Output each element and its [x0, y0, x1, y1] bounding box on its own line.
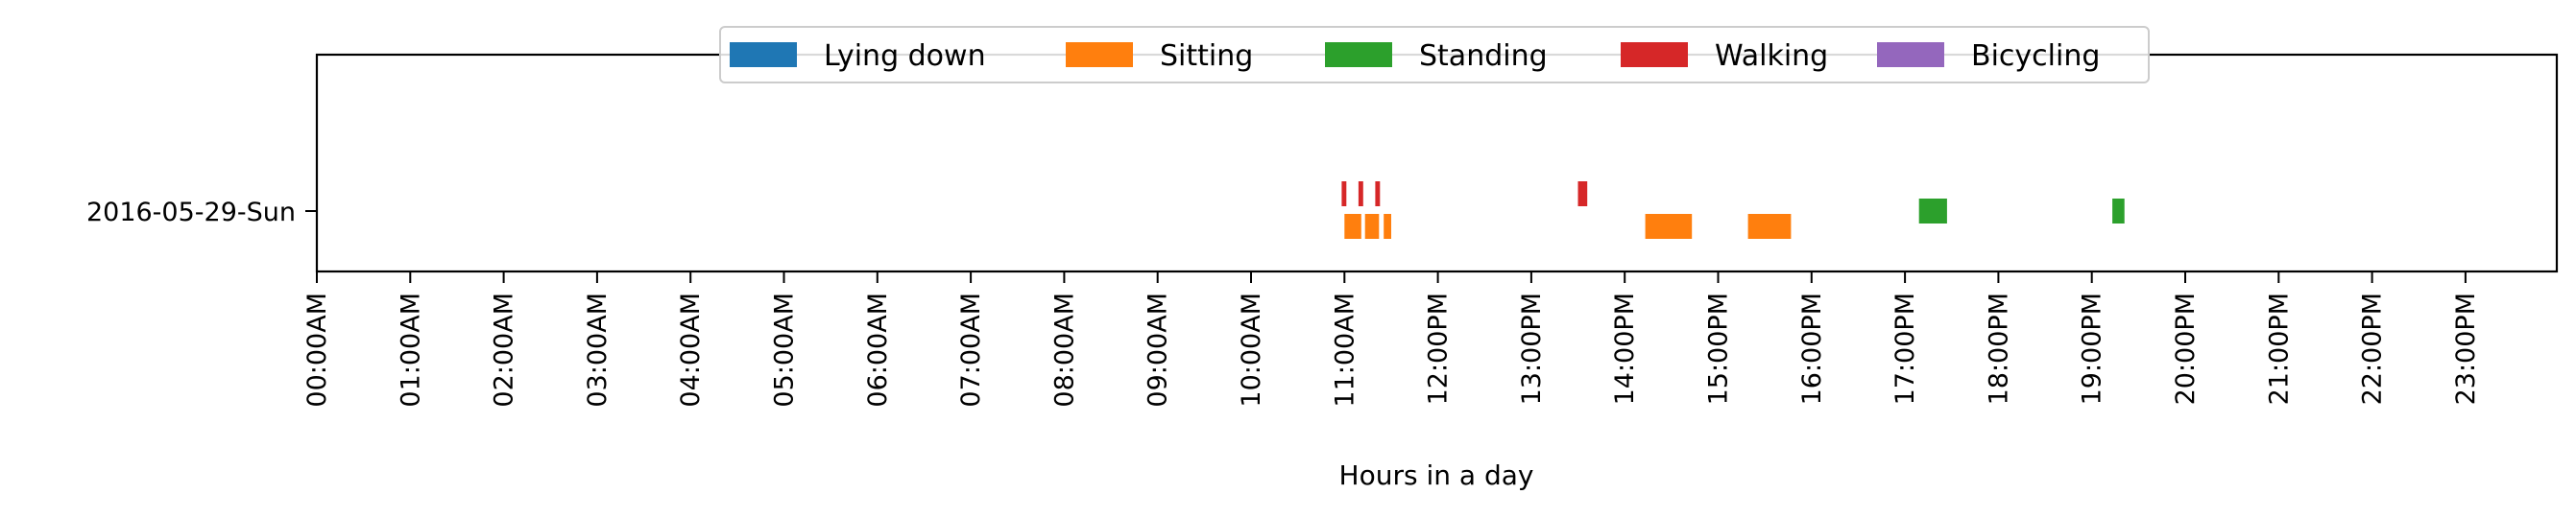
x-tick-label: 09:00AM — [1144, 293, 1173, 408]
x-tick-label: 10:00AM — [1237, 293, 1266, 408]
x-tick-label: 23:00PM — [2451, 293, 2481, 405]
legend-entry-label: Walking — [1715, 39, 1828, 73]
legend-swatch — [1877, 42, 1944, 67]
legend-entry-label: Standing — [1419, 39, 1548, 73]
standing-bar — [2112, 199, 2125, 224]
x-axis: 00:00AM 01:00AM 02:00AM 03:00AM 04:00AM 05:00… — [302, 271, 2481, 408]
x-tick-label: 14:00PM — [1610, 293, 1640, 405]
sitting-bar — [1384, 214, 1391, 239]
sitting-bar — [1364, 214, 1380, 239]
walking-bar — [1341, 181, 1347, 206]
bars-layer — [1341, 181, 2125, 239]
plot-frame — [315, 53, 2559, 273]
walking-bar — [1577, 181, 1588, 206]
x-tick-label: 13:00PM — [1517, 293, 1547, 405]
x-tick-label: 05:00AM — [770, 293, 800, 408]
sitting-bar — [1645, 214, 1693, 239]
x-tick-label: 20:00PM — [2171, 293, 2201, 405]
walking-bar — [1375, 181, 1381, 206]
legend-swatch — [1325, 42, 1392, 67]
x-tick-label: 01:00AM — [396, 293, 425, 408]
x-tick-label: 08:00AM — [1049, 293, 1079, 408]
x-tick-label: 07:00AM — [956, 293, 986, 408]
sitting-bar — [1344, 214, 1361, 239]
x-tick-label: 02:00AM — [490, 293, 519, 408]
x-tick-label: 22:00PM — [2358, 293, 2388, 405]
legend-entry-label: Sitting — [1160, 39, 1253, 73]
x-tick-label: 18:00PM — [1984, 293, 2013, 405]
x-tick-label: 21:00PM — [2264, 293, 2294, 405]
standing-bar — [1918, 199, 1947, 224]
x-axis-label: Hours in a day — [1339, 459, 1534, 491]
x-tick-label: 12:00PM — [1424, 293, 1454, 405]
x-tick-label: 15:00PM — [1704, 293, 1734, 405]
x-tick-label: 19:00PM — [2078, 293, 2107, 405]
x-tick-label: 04:00AM — [676, 293, 706, 408]
y-axis: 2016-05-29-Sun — [86, 198, 317, 227]
x-tick-label: 11:00AM — [1330, 293, 1360, 408]
legend-frame — [719, 26, 2150, 83]
walking-bar — [1358, 181, 1363, 206]
x-tick-label: 00:00AM — [302, 293, 332, 408]
x-tick-label: 16:00PM — [1797, 293, 1827, 405]
legend-swatch — [1621, 42, 1688, 67]
legend-swatch — [730, 42, 797, 67]
x-tick-label: 03:00AM — [583, 293, 613, 408]
sitting-bar — [1747, 214, 1792, 239]
x-tick-label: 06:00AM — [863, 293, 893, 408]
x-tick-label: 17:00PM — [1890, 293, 1920, 405]
legend-swatch — [1066, 42, 1133, 67]
legend-entry-label: Lying down — [824, 39, 986, 73]
legend-entry-label: Bicycling — [1971, 39, 2100, 73]
legend: Lying down Sitting Standing Walking Bicyclin… — [719, 26, 2150, 83]
y-tick-label: 2016-05-29-Sun — [86, 198, 296, 227]
